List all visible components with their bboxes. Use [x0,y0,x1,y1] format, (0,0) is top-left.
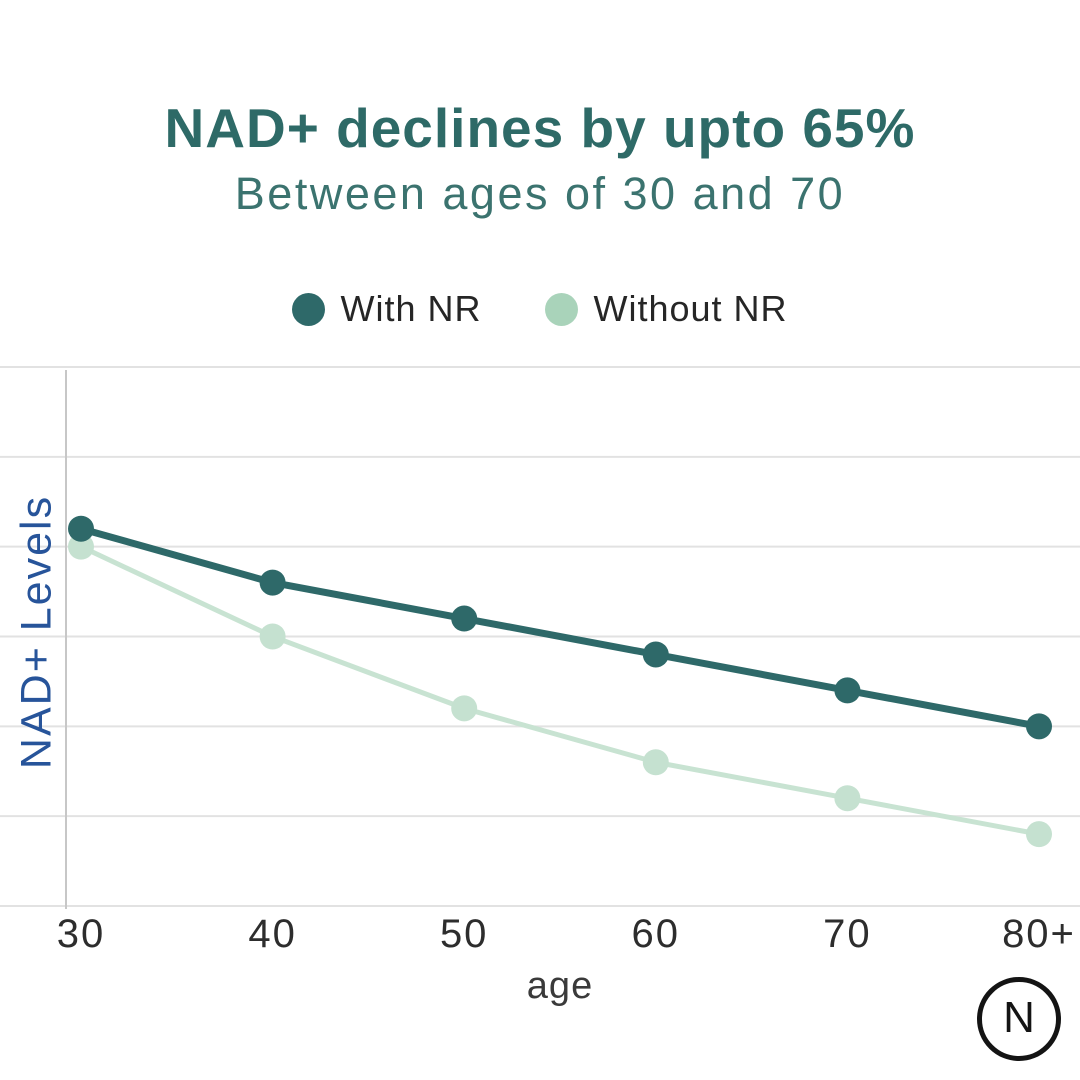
data-point-without-nr [259,623,286,650]
data-point-with-nr [1026,713,1052,740]
x-tick-label: 70 [823,912,872,956]
data-point-with-nr [451,605,478,632]
legend-dot-with-nr-icon [292,292,326,326]
chart-header: NAD+ declines by upto 65% Between ages o… [0,96,1080,220]
data-point-without-nr [642,749,669,776]
brand-logo-letter: N [1003,993,1035,1042]
brand-logo: N [977,977,1061,1061]
data-point-without-nr [834,785,861,812]
legend-label-with-nr: With NR [340,288,482,329]
x-tick-label: 60 [632,912,681,956]
legend-item-without-nr: Without NR [545,288,787,330]
data-point-without-nr [1026,821,1052,848]
data-point-without-nr [68,533,94,560]
x-axis-label: age [527,965,593,1007]
line-chart: 30 40 50 60 70 80+ age [0,366,1080,1007]
data-point-with-nr [834,677,861,704]
chart-legend: With NR Without NR [0,288,1080,330]
data-point-with-nr [642,641,669,668]
chart-title: NAD+ declines by upto 65% [164,97,916,159]
x-tick-label: 30 [57,912,106,956]
x-tick-label: 40 [248,912,297,956]
legend-item-with-nr: With NR [292,288,481,330]
data-point-without-nr [451,695,478,722]
series-line-with-nr [77,525,1043,730]
data-point-with-nr [259,569,286,596]
legend-label-without-nr: Without NR [593,288,788,329]
series-line-without-nr [78,544,1042,837]
data-point-with-nr [68,515,94,542]
chart-subtitle: Between ages of 30 and 70 [234,168,846,219]
x-tick-label: 80+ [1002,912,1076,956]
legend-dot-without-nr-icon [545,292,579,326]
y-axis-label: NAD+ Levels [12,494,61,770]
x-tick-label: 50 [440,912,489,956]
